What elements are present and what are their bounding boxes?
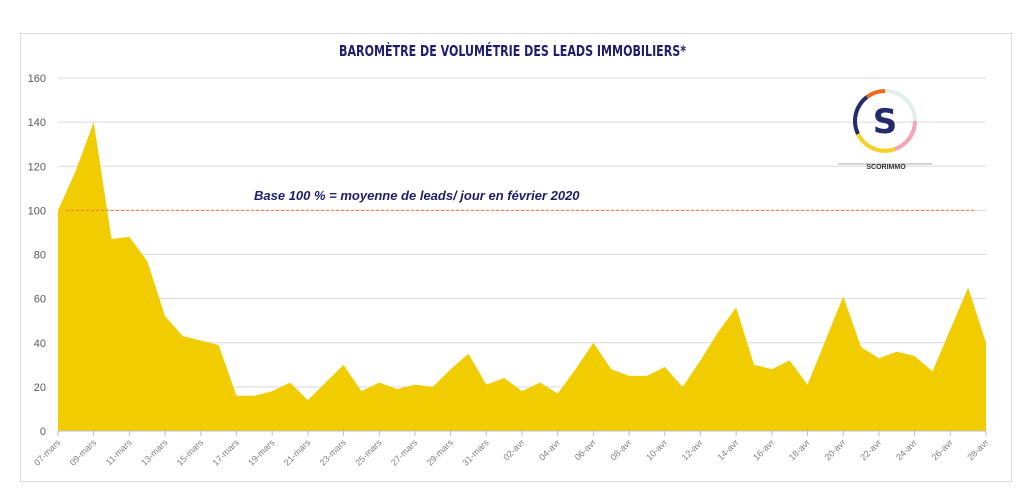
y-tick-label: 160 — [28, 73, 46, 85]
y-tick-label: 120 — [28, 161, 46, 173]
reference-line-label: Base 100 % = moyenne de leads/ jour en f… — [254, 188, 580, 203]
x-tick-label: 10-avr — [644, 437, 669, 462]
x-tick-label: 28-avr — [965, 437, 990, 462]
x-tick-label: 08-avr — [608, 437, 633, 462]
x-tick-label: 22-avr — [858, 437, 883, 462]
area-series — [58, 122, 986, 431]
x-tick-label: 29-mars — [425, 437, 456, 468]
x-tick-label: 27-mars — [389, 437, 420, 468]
x-tick-label: 11-mars — [104, 437, 134, 467]
logo-letter: S — [873, 102, 898, 142]
y-tick-label: 100 — [28, 205, 46, 217]
x-tick-label: 15-mars — [175, 437, 206, 468]
x-tick-label: 31-mars — [460, 437, 491, 468]
x-tick-label: 23-mars — [318, 437, 349, 468]
scorimmo-logo: S — [838, 89, 932, 165]
y-tick-label: 80 — [34, 250, 46, 262]
y-tick-label: 20 — [34, 382, 46, 394]
x-tick-label: 21-mars — [282, 437, 313, 468]
x-tick-label: 12-avr — [680, 437, 705, 462]
x-tick-label: 06-avr — [573, 437, 598, 462]
x-tick-label: 13-mars — [139, 437, 170, 468]
x-tick-label: 26-avr — [930, 437, 955, 462]
x-tick-label: 25-mars — [353, 437, 384, 468]
x-tick-label: 02-avr — [501, 437, 526, 462]
x-tick-label: 24-avr — [894, 437, 919, 462]
x-tick-label: 19-mars — [246, 437, 277, 468]
x-tick-label: 20-avr — [823, 437, 848, 462]
y-tick-label: 140 — [28, 117, 46, 129]
y-tick-label: 60 — [34, 294, 46, 306]
x-tick-label: 09-mars — [68, 437, 99, 468]
x-tick-label: 14-avr — [715, 437, 740, 462]
x-tick-label: 18-avr — [787, 437, 812, 462]
y-tick-label: 40 — [34, 338, 46, 350]
x-tick-label: 17-mars — [210, 437, 241, 468]
chart-title: BAROMÈTRE DE VOLUMÉTRIE DES LEADS IMMOBI… — [339, 42, 687, 60]
y-tick-label: 0 — [40, 426, 46, 438]
logo-text: SCORIMMO — [866, 164, 906, 171]
x-tick-label: 04-avr — [537, 437, 562, 462]
x-tick-label: 07-mars — [32, 437, 63, 468]
x-tick-label: 16-avr — [751, 437, 776, 462]
